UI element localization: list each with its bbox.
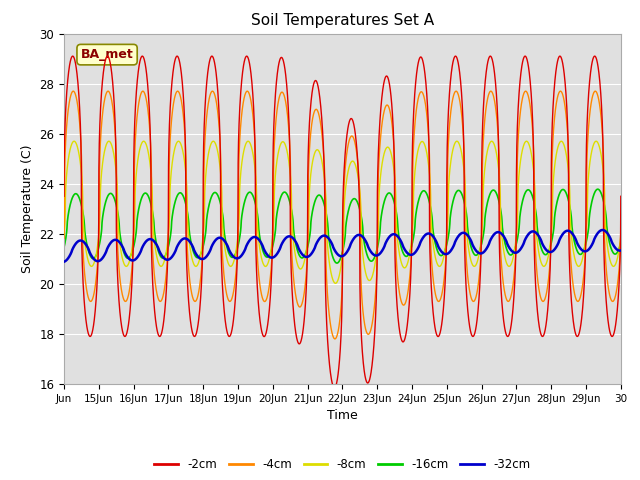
-4cm — [546, 258, 554, 264]
-4cm — [60, 235, 68, 241]
Title: Soil Temperatures Set A: Soil Temperatures Set A — [251, 13, 434, 28]
-32cm — [60, 259, 68, 264]
-16cm — [60, 244, 68, 250]
-4cm — [606, 294, 614, 300]
-32cm — [606, 235, 614, 240]
-4cm — [274, 104, 282, 109]
-32cm — [124, 254, 131, 260]
-32cm — [617, 248, 625, 253]
-16cm — [157, 253, 164, 259]
-16cm — [546, 244, 554, 250]
-2cm — [546, 268, 554, 274]
-8cm — [332, 280, 339, 286]
Line: -4cm: -4cm — [64, 91, 621, 339]
Line: -2cm: -2cm — [64, 56, 621, 388]
-2cm — [60, 193, 68, 199]
-8cm — [274, 154, 282, 160]
-2cm — [298, 336, 305, 341]
-8cm — [617, 232, 625, 238]
-16cm — [298, 255, 305, 261]
-16cm — [594, 186, 602, 192]
Line: -8cm: -8cm — [64, 141, 621, 283]
-8cm — [157, 264, 164, 269]
-32cm — [298, 251, 305, 256]
-8cm — [60, 232, 68, 238]
-4cm — [557, 88, 564, 94]
-32cm — [546, 249, 554, 255]
-8cm — [124, 263, 131, 268]
-16cm — [274, 207, 282, 213]
-2cm — [274, 69, 282, 75]
-2cm — [556, 53, 564, 59]
-8cm — [606, 258, 614, 264]
-4cm — [157, 299, 164, 304]
Legend: -2cm, -4cm, -8cm, -16cm, -32cm: -2cm, -4cm, -8cm, -16cm, -32cm — [150, 454, 535, 476]
Line: -32cm: -32cm — [64, 230, 621, 262]
-2cm — [124, 327, 131, 333]
Text: BA_met: BA_met — [81, 48, 134, 61]
-8cm — [523, 138, 531, 144]
-2cm — [330, 385, 338, 391]
-32cm — [157, 251, 164, 256]
-8cm — [547, 241, 554, 247]
-32cm — [599, 227, 607, 233]
-16cm — [617, 240, 625, 245]
Y-axis label: Soil Temperature (C): Soil Temperature (C) — [20, 144, 34, 273]
-4cm — [124, 296, 131, 301]
-8cm — [298, 265, 305, 271]
-16cm — [606, 242, 614, 248]
-4cm — [298, 302, 305, 308]
-16cm — [333, 260, 340, 266]
-2cm — [157, 333, 164, 339]
X-axis label: Time: Time — [327, 409, 358, 422]
-4cm — [331, 336, 339, 342]
-32cm — [274, 250, 282, 256]
-2cm — [617, 193, 625, 199]
-16cm — [124, 255, 131, 261]
-2cm — [606, 330, 614, 336]
-4cm — [617, 235, 625, 241]
Line: -16cm: -16cm — [64, 189, 621, 263]
